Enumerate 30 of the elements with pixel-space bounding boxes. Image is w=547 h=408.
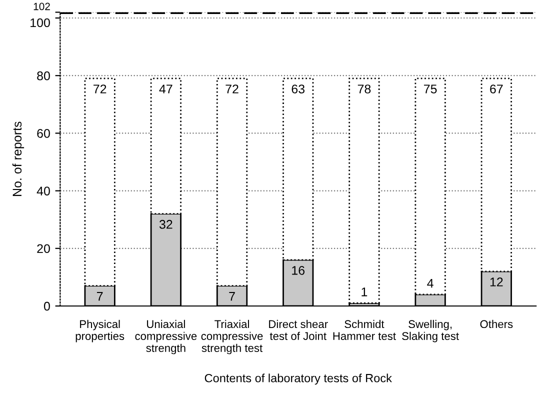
data-label: 4	[427, 278, 434, 288]
data-label: 67	[490, 84, 503, 94]
data-label: 16	[292, 266, 305, 275]
data-label: 72	[94, 84, 106, 94]
data-label: 7	[96, 292, 103, 301]
y-tick-label: 80	[37, 71, 50, 80]
data-label: 63	[292, 84, 305, 94]
x-tick-label: Others	[480, 320, 513, 328]
y-axis-title: No. of reports	[12, 122, 24, 196]
y-tick-label: 40	[36, 186, 50, 196]
data-label: 75	[424, 84, 437, 94]
x-tick-label: Uniaxial compressive strength	[135, 320, 197, 354]
data-label: 32	[159, 220, 172, 229]
y-tick-label: 0	[44, 302, 50, 311]
data-label: 72	[226, 84, 238, 94]
x-axis-title: Contents of laboratory tests of Rock	[204, 374, 392, 385]
x-tick-label: Triaxial compressive strength test	[201, 320, 263, 354]
data-label: 7	[229, 292, 235, 301]
data-label: 78	[358, 84, 371, 94]
y-tick-label: 60	[37, 129, 50, 138]
data-label: 1	[362, 288, 368, 296]
x-tick-label: Physical properties	[76, 320, 124, 342]
y-tick-label: 102	[34, 2, 50, 10]
y-tick-label: 20	[37, 244, 50, 254]
x-tick-label: Direct shear test of Joint	[269, 320, 328, 340]
x-tick-label: Schmidt Hammer test	[333, 320, 396, 340]
x-tick-label: Swelling, Slaking test	[402, 320, 459, 342]
y-tick-label: 100	[30, 18, 50, 28]
data-label: 47	[159, 84, 172, 94]
data-label: 12	[490, 278, 503, 286]
